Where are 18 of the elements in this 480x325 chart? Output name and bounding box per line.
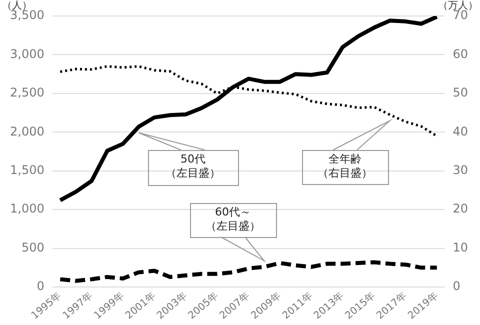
y2-tick-label: 0 [452, 279, 460, 294]
y-tick-label: 1,500 [10, 162, 44, 177]
line-series [58, 260, 439, 283]
y-tick-label: 1,000 [10, 202, 44, 216]
y2-tick-label: 10 [452, 240, 468, 254]
annotation: 全年齢（右目盛） [318, 152, 372, 180]
annotation: 50代（左目盛） [166, 152, 220, 180]
y-tick-label: 3,000 [10, 46, 44, 61]
y-tick-label: 0 [36, 279, 44, 294]
annotation: 60代～（左目盛） [206, 205, 260, 232]
y2-tick-label: 50 [452, 86, 468, 100]
y2-tick-label: 30 [452, 162, 468, 177]
y-tick-label: 2,500 [10, 86, 44, 100]
y-tick-label: 500 [21, 240, 44, 254]
y2-tick-label: 40 [452, 124, 468, 138]
y2-tick-label: 60 [452, 46, 468, 61]
y-tick-label: 2,000 [10, 124, 44, 138]
y2-tick-label: 20 [452, 202, 468, 216]
